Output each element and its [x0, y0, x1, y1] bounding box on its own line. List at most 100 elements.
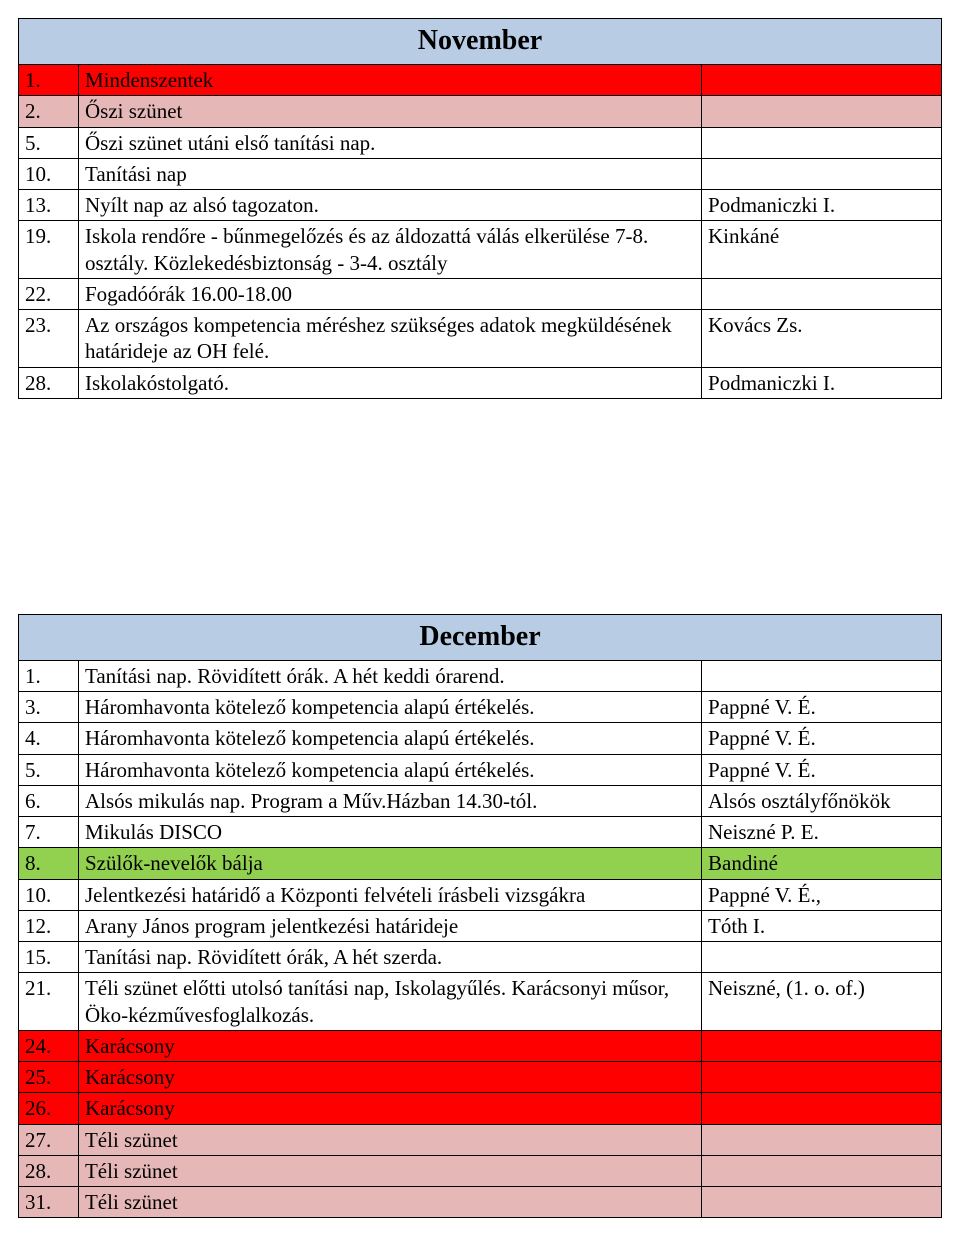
day-number: 24.	[19, 1030, 79, 1061]
responsible-person	[702, 65, 942, 96]
responsible-person: Pappné V. É.	[702, 723, 942, 754]
event-description: Arany János program jelentkezési határid…	[78, 910, 701, 941]
event-description: Jelentkezési határidő a Központi felvéte…	[78, 879, 701, 910]
calendar-table: November1.Mindenszentek2.Őszi szünet5.Ős…	[18, 18, 942, 399]
event-description: Őszi szünet	[78, 96, 701, 127]
calendar-row: 8.Szülők-nevelők báljaBandiné	[19, 848, 942, 879]
event-description: Tanítási nap. Rövidített órák. A hét ked…	[78, 660, 701, 691]
event-description: Téli szünet	[78, 1155, 701, 1186]
responsible-person: Bandiné	[702, 848, 942, 879]
calendar-row: 23.Az országos kompetencia méréshez szük…	[19, 310, 942, 368]
event-description: Téli szünet előtti utolsó tanítási nap, …	[78, 973, 701, 1031]
calendar-row: 5.Őszi szünet utáni első tanítási nap.	[19, 127, 942, 158]
responsible-person: Neiszné, (1. o. of.)	[702, 973, 942, 1031]
calendar-row: 25.Karácsony	[19, 1062, 942, 1093]
responsible-person	[702, 127, 942, 158]
day-number: 31.	[19, 1187, 79, 1218]
calendar-row: 5. Háromhavonta kötelező kompetencia ala…	[19, 754, 942, 785]
event-description: Karácsony	[78, 1062, 701, 1093]
day-number: 28.	[19, 367, 79, 398]
day-number: 22.	[19, 278, 79, 309]
event-description: Tanítási nap	[78, 158, 701, 189]
responsible-person: Kinkáné	[702, 221, 942, 279]
calendar-row: 10.Tanítási nap	[19, 158, 942, 189]
event-description: Mindenszentek	[78, 65, 701, 96]
responsible-person	[702, 1062, 942, 1093]
calendar-table: December1.Tanítási nap. Rövidített órák.…	[18, 614, 942, 1219]
responsible-person: Podmaniczki I.	[702, 367, 942, 398]
calendar-row: 19.Iskola rendőre - bűnmegelőzés és az á…	[19, 221, 942, 279]
event-description: Iskola rendőre - bűnmegelőzés és az áldo…	[78, 221, 701, 279]
day-number: 10.	[19, 879, 79, 910]
day-number: 1.	[19, 65, 79, 96]
event-description: Nyílt nap az alsó tagozaton.	[78, 190, 701, 221]
responsible-person: Pappné V. É.,	[702, 879, 942, 910]
responsible-person	[702, 96, 942, 127]
event-description: Mikulás DISCO	[78, 817, 701, 848]
calendar-row: 6.Alsós mikulás nap. Program a Műv.Házba…	[19, 785, 942, 816]
responsible-person: Neiszné P. E.	[702, 817, 942, 848]
day-number: 12.	[19, 910, 79, 941]
calendar-row: 28.Iskolakóstolgató.Podmaniczki I.	[19, 367, 942, 398]
day-number: 26.	[19, 1093, 79, 1124]
day-number: 25.	[19, 1062, 79, 1093]
day-number: 8.	[19, 848, 79, 879]
calendar-row: 26.Karácsony	[19, 1093, 942, 1124]
day-number: 13.	[19, 190, 79, 221]
event-description: Őszi szünet utáni első tanítási nap.	[78, 127, 701, 158]
day-number: 6.	[19, 785, 79, 816]
responsible-person	[702, 278, 942, 309]
day-number: 27.	[19, 1124, 79, 1155]
responsible-person: Podmaniczki I.	[702, 190, 942, 221]
day-number: 21.	[19, 973, 79, 1031]
responsible-person	[702, 1155, 942, 1186]
day-number: 19.	[19, 221, 79, 279]
day-number: 2.	[19, 96, 79, 127]
calendar-row: 21.Téli szünet előtti utolsó tanítási na…	[19, 973, 942, 1031]
table-gap	[18, 399, 942, 614]
calendar-row: 1.Mindenszentek	[19, 65, 942, 96]
event-description: Karácsony	[78, 1093, 701, 1124]
responsible-person	[702, 1187, 942, 1218]
calendar-row: 4.Háromhavonta kötelező kompetencia alap…	[19, 723, 942, 754]
calendar-row: 13.Nyílt nap az alsó tagozaton.Podmanicz…	[19, 190, 942, 221]
responsible-person	[702, 660, 942, 691]
event-description: Iskolakóstolgató.	[78, 367, 701, 398]
event-description: Háromhavonta kötelező kompetencia alapú …	[78, 723, 701, 754]
day-number: 4.	[19, 723, 79, 754]
responsible-person: Tóth I.	[702, 910, 942, 941]
day-number: 3.	[19, 692, 79, 723]
day-number: 1.	[19, 660, 79, 691]
event-description: Szülők-nevelők bálja	[78, 848, 701, 879]
calendar-row: 3.Háromhavonta kötelező kompetencia alap…	[19, 692, 942, 723]
event-description: Háromhavonta kötelező kompetencia alapú …	[78, 692, 701, 723]
day-number: 23.	[19, 310, 79, 368]
event-description: Tanítási nap. Rövidített órák, A hét sze…	[78, 942, 701, 973]
day-number: 28.	[19, 1155, 79, 1186]
event-description: Téli szünet	[78, 1187, 701, 1218]
calendar-row: 15.Tanítási nap. Rövidített órák, A hét …	[19, 942, 942, 973]
responsible-person	[702, 1093, 942, 1124]
event-description: Az országos kompetencia méréshez szükség…	[78, 310, 701, 368]
responsible-person: Alsós osztályfőnökök	[702, 785, 942, 816]
responsible-person	[702, 942, 942, 973]
day-number: 5.	[19, 127, 79, 158]
day-number: 5.	[19, 754, 79, 785]
month-header: November	[19, 19, 942, 65]
responsible-person	[702, 158, 942, 189]
responsible-person: Pappné V. É.	[702, 754, 942, 785]
event-description: Karácsony	[78, 1030, 701, 1061]
calendar-row: 22.Fogadóórák 16.00-18.00	[19, 278, 942, 309]
calendar-row: 31.Téli szünet	[19, 1187, 942, 1218]
month-header: December	[19, 614, 942, 660]
event-description: Háromhavonta kötelező kompetencia alapú …	[78, 754, 701, 785]
event-description: Téli szünet	[78, 1124, 701, 1155]
event-description: Alsós mikulás nap. Program a Műv.Házban …	[78, 785, 701, 816]
calendar-row: 7.Mikulás DISCONeiszné P. E.	[19, 817, 942, 848]
responsible-person: Kovács Zs.	[702, 310, 942, 368]
day-number: 15.	[19, 942, 79, 973]
calendar-row: 27.Téli szünet	[19, 1124, 942, 1155]
calendar-row: 24.Karácsony	[19, 1030, 942, 1061]
day-number: 10.	[19, 158, 79, 189]
calendar-row: 1.Tanítási nap. Rövidített órák. A hét k…	[19, 660, 942, 691]
